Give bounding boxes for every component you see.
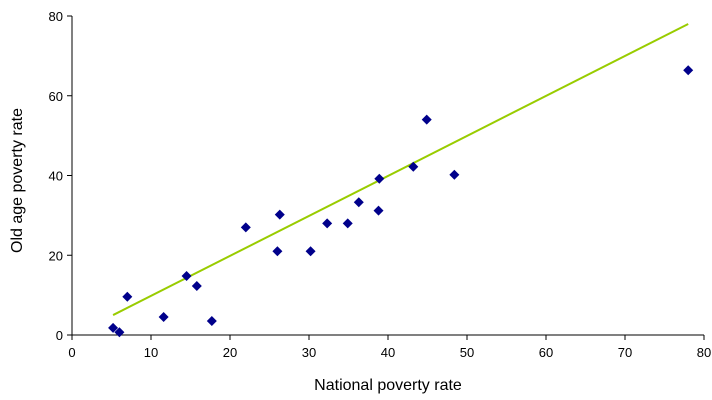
x-tick-label: 30 <box>302 345 316 360</box>
data-point <box>353 197 364 208</box>
y-tick-label: 80 <box>49 9 63 24</box>
data-point <box>683 65 694 76</box>
data-point <box>206 316 217 327</box>
x-tick-label: 70 <box>618 345 632 360</box>
x-tick-label: 80 <box>697 345 711 360</box>
data-point <box>374 173 385 184</box>
x-axis-title: National poverty rate <box>314 377 462 394</box>
y-tick-label: 60 <box>49 89 63 104</box>
data-point <box>240 222 251 233</box>
x-tick-label: 40 <box>381 345 395 360</box>
data-point <box>408 161 419 172</box>
data-point <box>191 280 202 291</box>
data-point <box>274 209 285 220</box>
x-tick-label: 20 <box>223 345 237 360</box>
x-tick-label: 60 <box>539 345 553 360</box>
data-point <box>421 114 432 125</box>
data-point <box>305 246 316 257</box>
x-tick-label: 0 <box>68 345 75 360</box>
data-point <box>272 246 283 257</box>
y-axis-title: Old age poverty rate <box>9 108 26 253</box>
y-ticks: 0 20 40 60 80 <box>49 9 72 343</box>
data-point <box>373 205 384 216</box>
data-points <box>108 65 694 338</box>
data-point <box>181 270 192 281</box>
data-point <box>108 322 119 333</box>
data-point <box>322 218 333 229</box>
x-tick-label: 10 <box>144 345 158 360</box>
x-tick-label: 50 <box>460 345 474 360</box>
y-tick-label: 20 <box>49 248 63 263</box>
data-point <box>342 218 353 229</box>
x-ticks: 0 10 20 30 40 50 60 70 80 <box>68 335 711 360</box>
trendline <box>112 23 689 316</box>
trendline-group <box>112 23 689 316</box>
data-point <box>158 312 169 323</box>
data-point <box>122 291 133 302</box>
y-tick-label: 0 <box>56 328 63 343</box>
y-tick-label: 40 <box>49 169 63 184</box>
data-point <box>449 169 460 180</box>
data-point <box>114 327 125 338</box>
